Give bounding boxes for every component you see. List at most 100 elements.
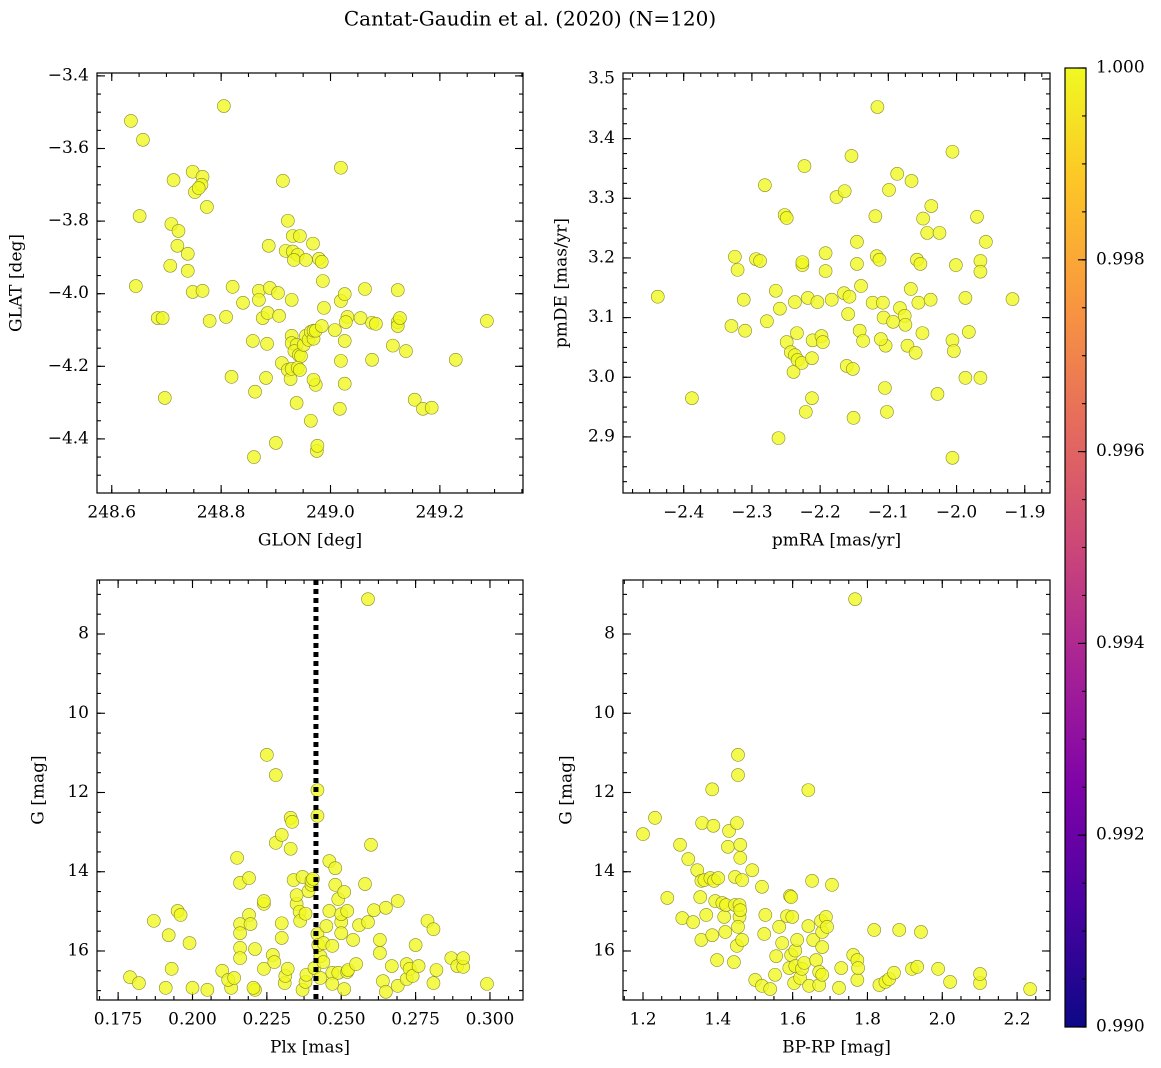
point <box>844 149 859 163</box>
point <box>267 955 282 969</box>
point <box>195 284 210 298</box>
point <box>337 334 352 348</box>
point <box>706 818 721 833</box>
y-tick-label: 3.4 <box>588 128 615 148</box>
point <box>225 280 240 294</box>
y-axis-label: G [mag] <box>557 755 577 824</box>
x-axis-label: pmRA [mas/yr] <box>772 531 901 551</box>
y-tick-label: 3.2 <box>588 247 615 267</box>
point <box>924 199 939 213</box>
point <box>923 292 938 307</box>
point <box>947 344 961 358</box>
point <box>832 981 846 995</box>
point <box>949 258 963 272</box>
point <box>768 967 782 982</box>
point <box>710 953 724 967</box>
x-axis-label: Plx [mas] <box>270 1038 350 1058</box>
point <box>810 295 825 309</box>
y-tick-label: 8 <box>78 624 89 644</box>
point <box>738 323 752 338</box>
x-tick-label: −2.3 <box>731 503 772 523</box>
colorbar-tick-label: 0.990 <box>1096 1017 1145 1037</box>
x-tick-label: 0.275 <box>391 1010 440 1030</box>
point <box>164 962 179 976</box>
point <box>717 910 731 924</box>
point <box>361 592 375 606</box>
point <box>233 926 247 940</box>
point <box>456 951 471 965</box>
point <box>887 965 901 980</box>
point <box>306 236 320 251</box>
x-tick-label: 249.0 <box>306 503 355 523</box>
point <box>480 314 494 328</box>
y-tick-label: 3.1 <box>588 307 615 327</box>
point <box>825 878 839 892</box>
point <box>271 286 285 300</box>
point <box>243 917 258 931</box>
point <box>660 891 675 905</box>
x-tick-label: 0.225 <box>243 1010 292 1030</box>
point <box>721 839 735 854</box>
point <box>854 279 868 293</box>
y-tick-label: 14 <box>593 861 615 881</box>
point <box>328 878 343 892</box>
point <box>733 851 748 865</box>
point <box>171 224 186 238</box>
point <box>155 311 170 325</box>
point <box>325 939 340 953</box>
point <box>728 249 742 264</box>
point <box>815 940 829 954</box>
point <box>892 923 907 937</box>
colorbar-tick-label: 1.000 <box>1096 58 1145 78</box>
point <box>281 213 295 228</box>
point <box>132 209 147 223</box>
y-axis-label: GLAT [deg] <box>7 234 27 332</box>
point <box>132 976 146 990</box>
point <box>236 295 250 310</box>
y-tick-label: 3.5 <box>588 68 615 88</box>
x-axis-label: GLON [deg] <box>258 531 362 551</box>
point <box>931 962 945 976</box>
y-tick-label: 10 <box>593 703 615 723</box>
point <box>316 955 331 969</box>
point <box>797 159 812 173</box>
point <box>299 253 313 267</box>
point <box>293 229 307 243</box>
point <box>405 969 420 983</box>
point <box>753 254 767 268</box>
point <box>219 310 233 324</box>
point <box>979 235 993 249</box>
x-tick-label: 0.175 <box>94 1010 143 1030</box>
point <box>358 877 372 891</box>
point <box>790 933 804 947</box>
x-tick-label: 1.6 <box>779 1010 806 1030</box>
y-axis-label: pmDE [mas/yr] <box>552 218 572 348</box>
x-tick-label: −2.4 <box>663 503 704 523</box>
point <box>337 982 352 996</box>
point <box>480 977 494 991</box>
point <box>158 981 173 995</box>
point <box>846 362 860 376</box>
point <box>846 411 861 425</box>
point <box>648 811 662 825</box>
x-tick-label: 1.8 <box>854 1010 881 1030</box>
point <box>247 450 261 464</box>
point <box>257 962 271 976</box>
point <box>246 334 260 348</box>
point <box>314 254 329 269</box>
point <box>334 160 348 175</box>
point <box>185 981 200 995</box>
point <box>730 816 744 830</box>
point <box>699 908 714 922</box>
point <box>230 851 244 865</box>
y-tick-label: 3.0 <box>588 367 615 387</box>
x-tick-label: 0.300 <box>466 1010 515 1030</box>
point <box>842 289 857 304</box>
y-tick-label: −4.4 <box>48 428 89 448</box>
point <box>851 961 865 975</box>
point <box>276 174 290 188</box>
point <box>886 314 900 329</box>
point <box>337 376 352 391</box>
point <box>735 933 749 947</box>
point <box>872 252 887 267</box>
